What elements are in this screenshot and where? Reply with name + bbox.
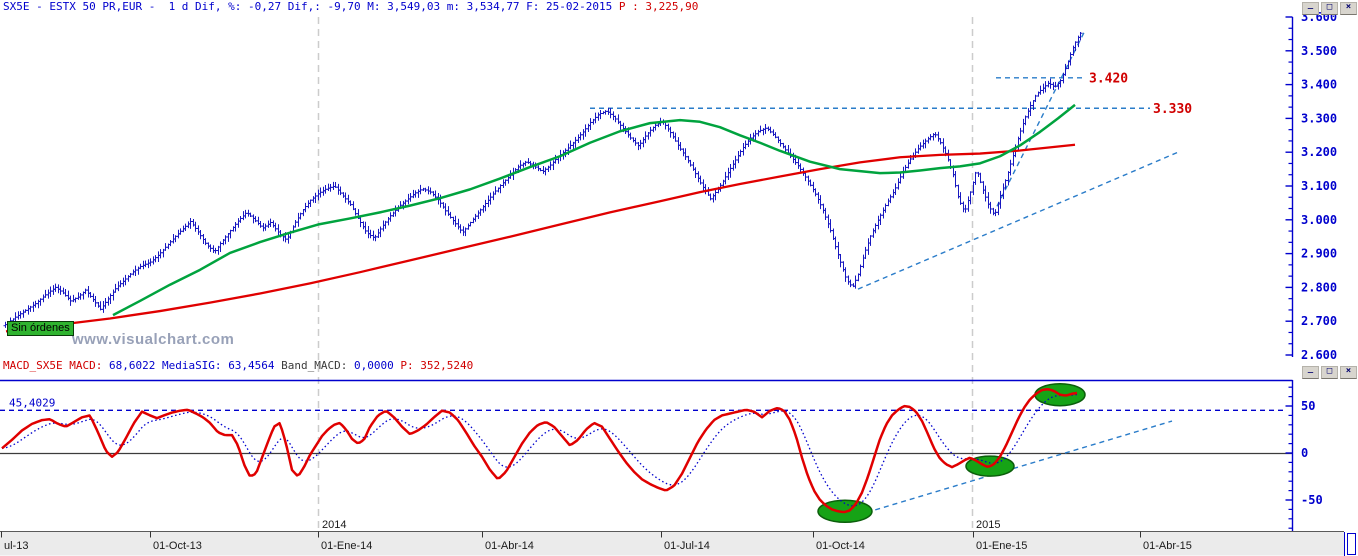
date-tick-label: 01-Oct-14 [816, 540, 865, 552]
price-pane-window-controls: _ □ × [1302, 1, 1357, 15]
price-tick-label: 2.700 [1301, 314, 1337, 328]
ma-slow-line [5, 143, 1076, 333]
macd-header-segment: 0,0000 [354, 359, 394, 372]
macd-signal-line [1, 393, 1078, 507]
price-tick-label: 2.900 [1301, 247, 1337, 261]
moving-averages [5, 103, 1076, 333]
macd-trendline [857, 420, 1173, 516]
macd-pane-window-controls: _ □ × [1302, 365, 1357, 379]
macd-header-segment: Band_MACD: [274, 359, 355, 372]
date-tick-label: 01-Jul-14 [664, 540, 710, 552]
macd-header-segment: 352,5240 [420, 359, 474, 372]
price-tick-label: 2.600 [1301, 348, 1337, 362]
macd-tick-label: -50 [1301, 493, 1323, 507]
position-price-text: P : 3,225,90 [618, 0, 699, 13]
date-tick-label: 01-Abr-14 [485, 540, 534, 552]
restore-button[interactable]: □ [1321, 2, 1338, 15]
macd-header-segment: 63,4564 [228, 359, 275, 372]
macd-header-segment: 68,6022 [108, 359, 156, 372]
year-gridlines [317, 17, 974, 531]
minimize-button[interactable]: _ [1302, 365, 1319, 379]
macd-pane: 45,4029 [0, 379, 1293, 524]
macd-tick-label: 0 [1301, 446, 1308, 460]
macd-line [1, 387, 1078, 514]
close-button[interactable]: × [1340, 2, 1357, 15]
price-levels: 3.420 3.330 [590, 30, 1192, 290]
symbol-info-text: SX5E - ESTX 50 PR,EUR - 1 d Dif, %: -0,2… [3, 0, 619, 13]
date-tick-label: 01-Oct-13 [153, 540, 202, 552]
date-axis: ul-13 01-Oct-13 01-Ene-14 01-Abr-14 01-Jul-1… [0, 519, 1356, 556]
date-tick-label: ul-13 [4, 540, 28, 552]
price-pane-title: SX5E - ESTX 50 PR,EUR - 1 d Dif, %: -0,2… [3, 1, 698, 13]
date-tick-label: 01-Ene-15 [976, 540, 1027, 552]
price-tick-label: 3.200 [1301, 145, 1337, 159]
date-tick-label: 01-Abr-15 [1143, 540, 1192, 552]
close-button[interactable]: × [1340, 366, 1357, 379]
candlestick-bars [3, 32, 1083, 328]
restore-button[interactable]: □ [1321, 366, 1338, 379]
macd-tick-label: 50 [1301, 399, 1315, 413]
year-label: 2014 [322, 519, 346, 531]
macd-header-segment: MediaSIG: [155, 359, 229, 372]
visualchart-watermark: www.visualchart.com [72, 331, 235, 348]
price-tick-label: 3.500 [1301, 44, 1337, 58]
macd-header-segment: MACD: [62, 359, 109, 372]
scroll-corner[interactable] [1347, 533, 1356, 555]
minimize-button[interactable]: _ [1302, 1, 1319, 15]
price-tick-label: 3.100 [1301, 179, 1337, 193]
macd-pane-title: MACD_SX5E MACD: 68,6022 MediaSIG: 63,456… [3, 360, 473, 372]
date-tick-label: 01-Ene-14 [321, 540, 372, 552]
year-label: 2015 [976, 519, 1000, 531]
macd-header-segment: P: [393, 359, 421, 372]
price-tick-label: 3.300 [1301, 111, 1337, 125]
price-tick-label: 2.800 [1301, 280, 1337, 294]
price-axis: 3.6003.5003.4003.3003.2003.1003.0002.900… [1285, 10, 1337, 362]
macd-header-segment: MACD_SX5E [3, 359, 63, 372]
macd-axis: 50 0 -50 [1285, 380, 1323, 531]
macd-threshold-label: 45,4029 [9, 396, 55, 409]
price-level-label: 3.420 [1089, 71, 1128, 86]
no-orders-badge[interactable]: Sin órdenes [7, 321, 74, 336]
price-tick-label: 3.400 [1301, 78, 1337, 92]
price-tick-label: 3.000 [1301, 213, 1337, 227]
price-level-label: 3.330 [1153, 102, 1192, 117]
ma-fast-line [112, 103, 1076, 317]
